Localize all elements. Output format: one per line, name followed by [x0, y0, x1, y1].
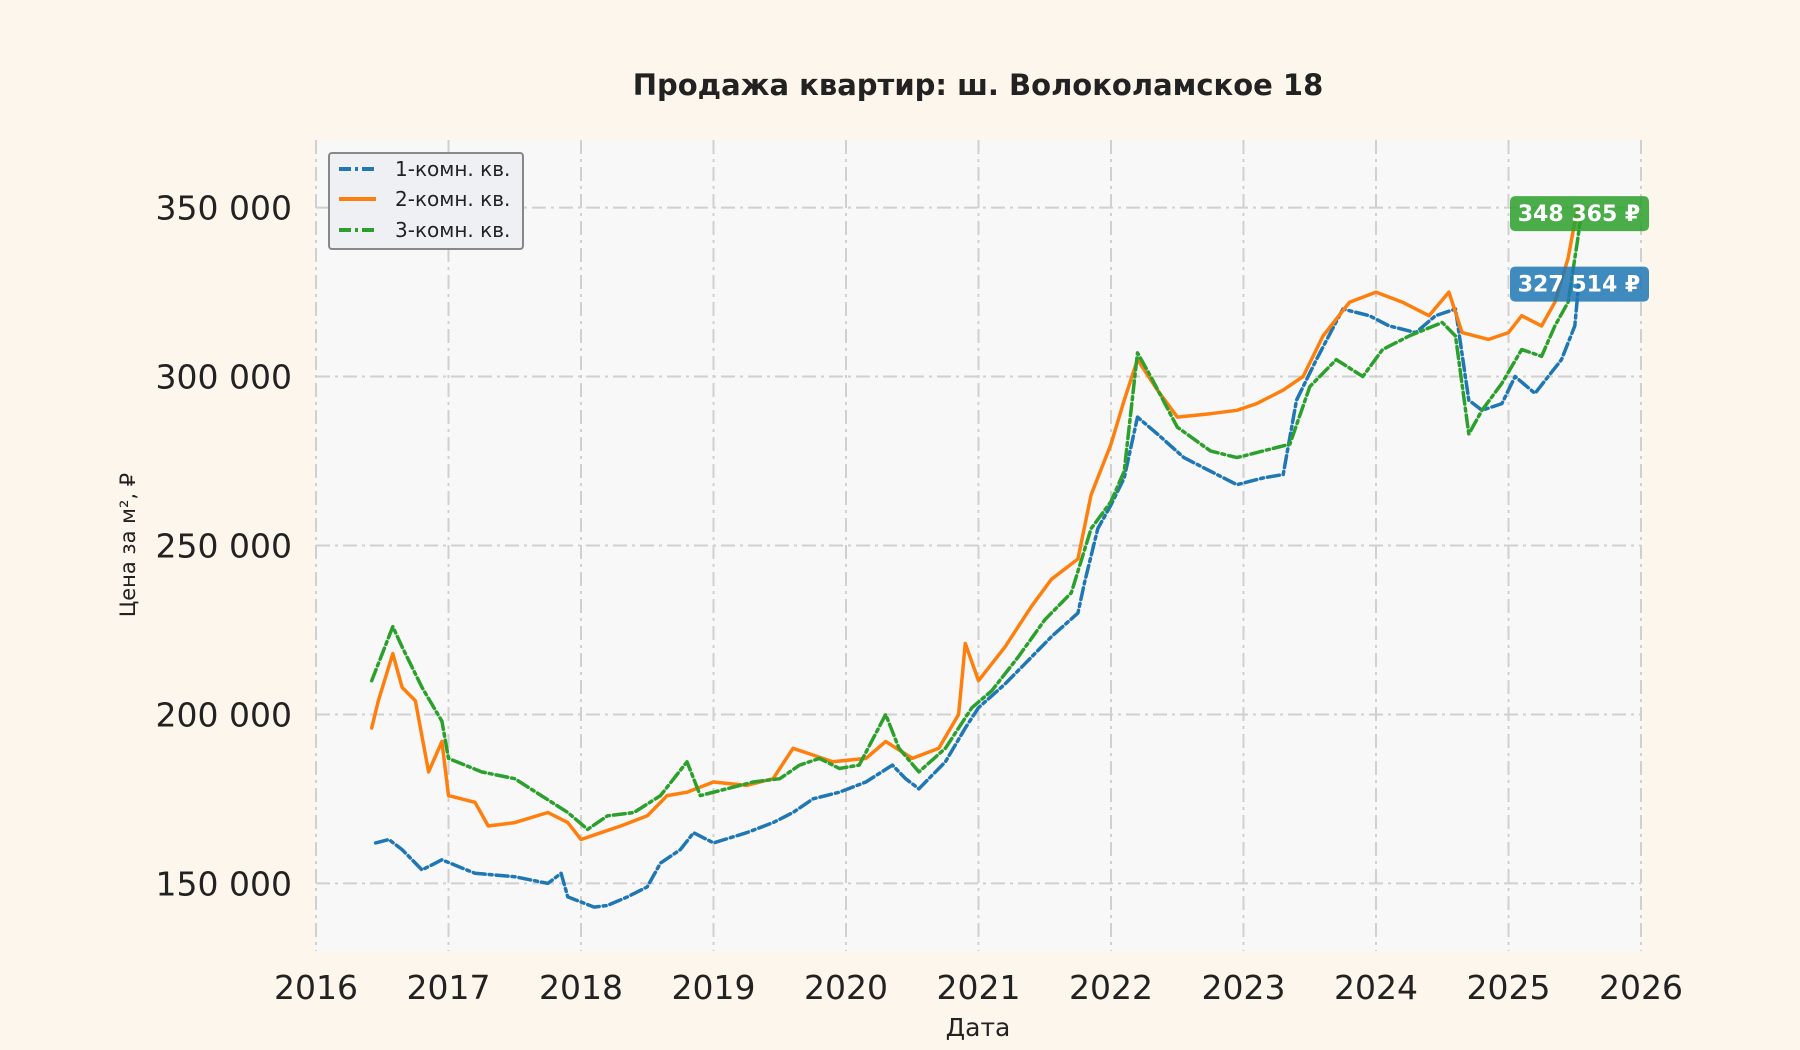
x-tick-label: 2018 [539, 968, 623, 1007]
value-badge-1: 348 365 ₽ [1510, 196, 1649, 232]
x-tick-label: 2024 [1334, 968, 1418, 1007]
x-tick-label: 2022 [1069, 968, 1153, 1007]
y-tick-label: 150 000 [156, 864, 292, 903]
value-badge-2: 327 514 ₽ [1510, 266, 1649, 302]
value-badge-text: 348 365 ₽ [1518, 202, 1640, 227]
chart-title: Продажа квартир: ш. Волоколамское 18 [633, 68, 1324, 102]
legend: 1-комн. кв. 2-комн. кв. 3-комн. кв. [328, 152, 524, 250]
x-tick-label: 2017 [407, 968, 491, 1007]
y-tick-label: 200 000 [156, 695, 292, 734]
legend-label-3: 3-комн. кв. [395, 218, 510, 242]
x-tick-label: 2021 [937, 968, 1021, 1007]
legend-label-1: 1-комн. кв. [395, 157, 510, 181]
end-value-labels: 348 365 ₽ 327 514 ₽ [1510, 196, 1649, 302]
x-tick-label: 2025 [1467, 968, 1551, 1007]
value-badge-box [1510, 196, 1649, 232]
y-tick-label: 250 000 [156, 527, 292, 566]
series-line-1 [373, 281, 1581, 909]
series-line-2 [369, 205, 1584, 842]
y-tick-label: 300 000 [156, 358, 292, 397]
x-axis-label: Дата [946, 1013, 1011, 1042]
x-tick-label: 2026 [1599, 968, 1683, 1007]
value-badge-box [1510, 266, 1649, 302]
y-tick-label: 350 000 [156, 189, 292, 228]
value-badge-text: 327 514 ₽ [1518, 273, 1640, 298]
x-tick-label: 2019 [672, 968, 756, 1007]
x-tick-label: 2023 [1202, 968, 1286, 1007]
series-lines [369, 205, 1584, 909]
x-tick-label: 2020 [804, 968, 888, 1007]
series-line-3 [369, 211, 1584, 832]
axis-ticks: 2016 2017 2018 2019 2020 2021 2022 2023 2024 2025… [156, 189, 1683, 1007]
grid [315, 140, 1642, 951]
y-axis-label: Цена за м², ₽ [116, 473, 140, 617]
legend-label-2: 2-комн. кв. [395, 187, 510, 211]
legend-frame [328, 152, 524, 250]
x-tick-label: 2016 [274, 968, 358, 1007]
